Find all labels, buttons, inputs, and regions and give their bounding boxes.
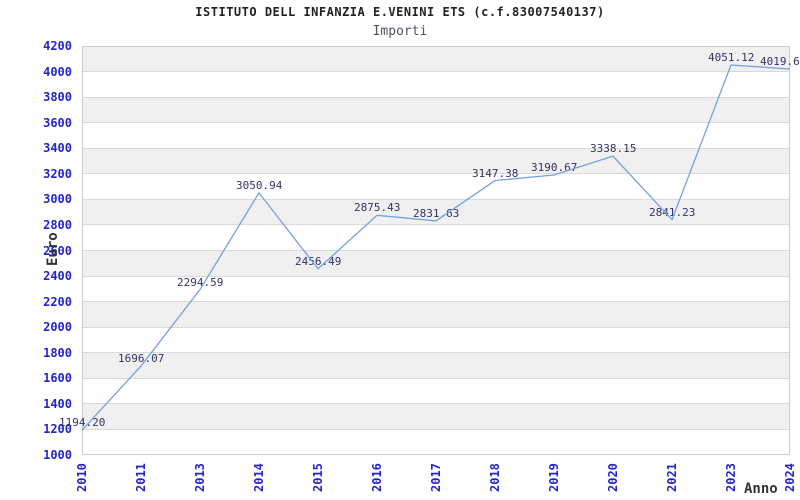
x-axis-tick-label: 2011 (134, 463, 148, 492)
x-axis-tick-label: 2019 (547, 463, 561, 492)
y-axis-tick-label: 1000 (43, 448, 72, 462)
gridline (82, 71, 790, 73)
x-axis-tick-label: 2013 (193, 463, 207, 492)
x-axis-tick-label: 2020 (606, 463, 620, 492)
data-point-label: 4019.6 (760, 55, 800, 69)
y-axis-tick-label: 1400 (43, 396, 72, 411)
y-axis-tick-label: 1600 (43, 371, 72, 386)
data-point-label: 3147.38 (472, 166, 519, 180)
y-axis-tick-label: 4200 (43, 39, 72, 53)
data-point-label: 2875.43 (354, 201, 401, 215)
y-axis-tick-label: 2000 (43, 320, 72, 335)
data-point-label: 1194.20 (59, 416, 106, 430)
y-axis-tick-label: 1200 (43, 422, 72, 437)
gridline (82, 428, 790, 430)
x-axis-tick-label: 2014 (252, 463, 266, 492)
gridline (82, 377, 790, 379)
x-axis-tick-label: 2023 (724, 463, 738, 492)
grid-band (82, 352, 790, 379)
y-axis-tick-label: 4000 (43, 64, 72, 79)
y-axis-tick-label: 2600 (43, 243, 72, 258)
x-axis-tick-label: 2015 (311, 463, 325, 492)
grid-band (82, 250, 790, 277)
plot-area (82, 46, 790, 455)
chart-subtitle: Importi (372, 24, 428, 39)
data-point-label: 3050.94 (236, 178, 283, 192)
grid-band (82, 173, 790, 200)
grid-band (82, 429, 790, 455)
gridline (82, 250, 790, 251)
data-point-label: 2456.49 (295, 254, 342, 268)
grid-band (82, 71, 790, 98)
grid-band (82, 46, 790, 72)
x-axis-tick-label: 2010 (75, 463, 89, 492)
grid-band (82, 301, 790, 328)
data-point-label: 1696.07 (118, 352, 165, 366)
y-axis-tick-label: 1800 (43, 345, 72, 360)
y-axis-tick-label: 3800 (43, 90, 72, 105)
gridline (82, 173, 790, 175)
y-axis-tick-label: 2800 (43, 217, 72, 232)
grid-band (82, 403, 790, 430)
data-point-label: 2831.63 (413, 206, 460, 220)
x-axis-tick-label: 2024 (783, 463, 797, 492)
gridline (82, 301, 790, 303)
grid-band (82, 327, 790, 353)
chart-title: ISTITUTO DELL INFANZIA E.VENINI ETS (c.f… (195, 5, 605, 19)
x-axis-tick-label: 2016 (370, 463, 384, 492)
y-axis-tick-label: 2400 (43, 269, 72, 284)
grid-band (82, 148, 790, 174)
gridline (82, 147, 790, 149)
grid-band (82, 378, 790, 404)
data-point-label: 3338.15 (590, 142, 637, 156)
data-point-label: 2294.59 (177, 275, 224, 289)
gridline (82, 403, 790, 405)
y-axis-tick-label: 3400 (43, 141, 72, 156)
y-axis-tick-label: 3000 (43, 192, 72, 207)
gridline (82, 198, 790, 200)
data-point-label: 4051.12 (708, 51, 755, 65)
gridline (82, 326, 790, 328)
gridline (82, 352, 790, 354)
grid-band (82, 97, 790, 123)
y-axis-tick-label: 3200 (43, 166, 72, 181)
grid-band (82, 224, 790, 251)
y-axis-tick-label: 2200 (43, 294, 72, 309)
gridline (82, 224, 790, 226)
gridline (82, 122, 790, 124)
x-axis-tick-label: 2018 (488, 463, 502, 492)
y-axis-tick-label: 3600 (43, 115, 72, 130)
gridline (82, 96, 790, 98)
x-axis-tick-label: 2021 (665, 463, 679, 492)
x-axis-title: Anno (744, 481, 778, 497)
data-point-label: 2841.23 (649, 205, 696, 219)
y-axis-title: Euro (45, 232, 61, 266)
grid-band (82, 122, 790, 149)
data-point-label: 3190.67 (531, 161, 578, 174)
x-axis-tick-label: 2017 (429, 463, 443, 492)
